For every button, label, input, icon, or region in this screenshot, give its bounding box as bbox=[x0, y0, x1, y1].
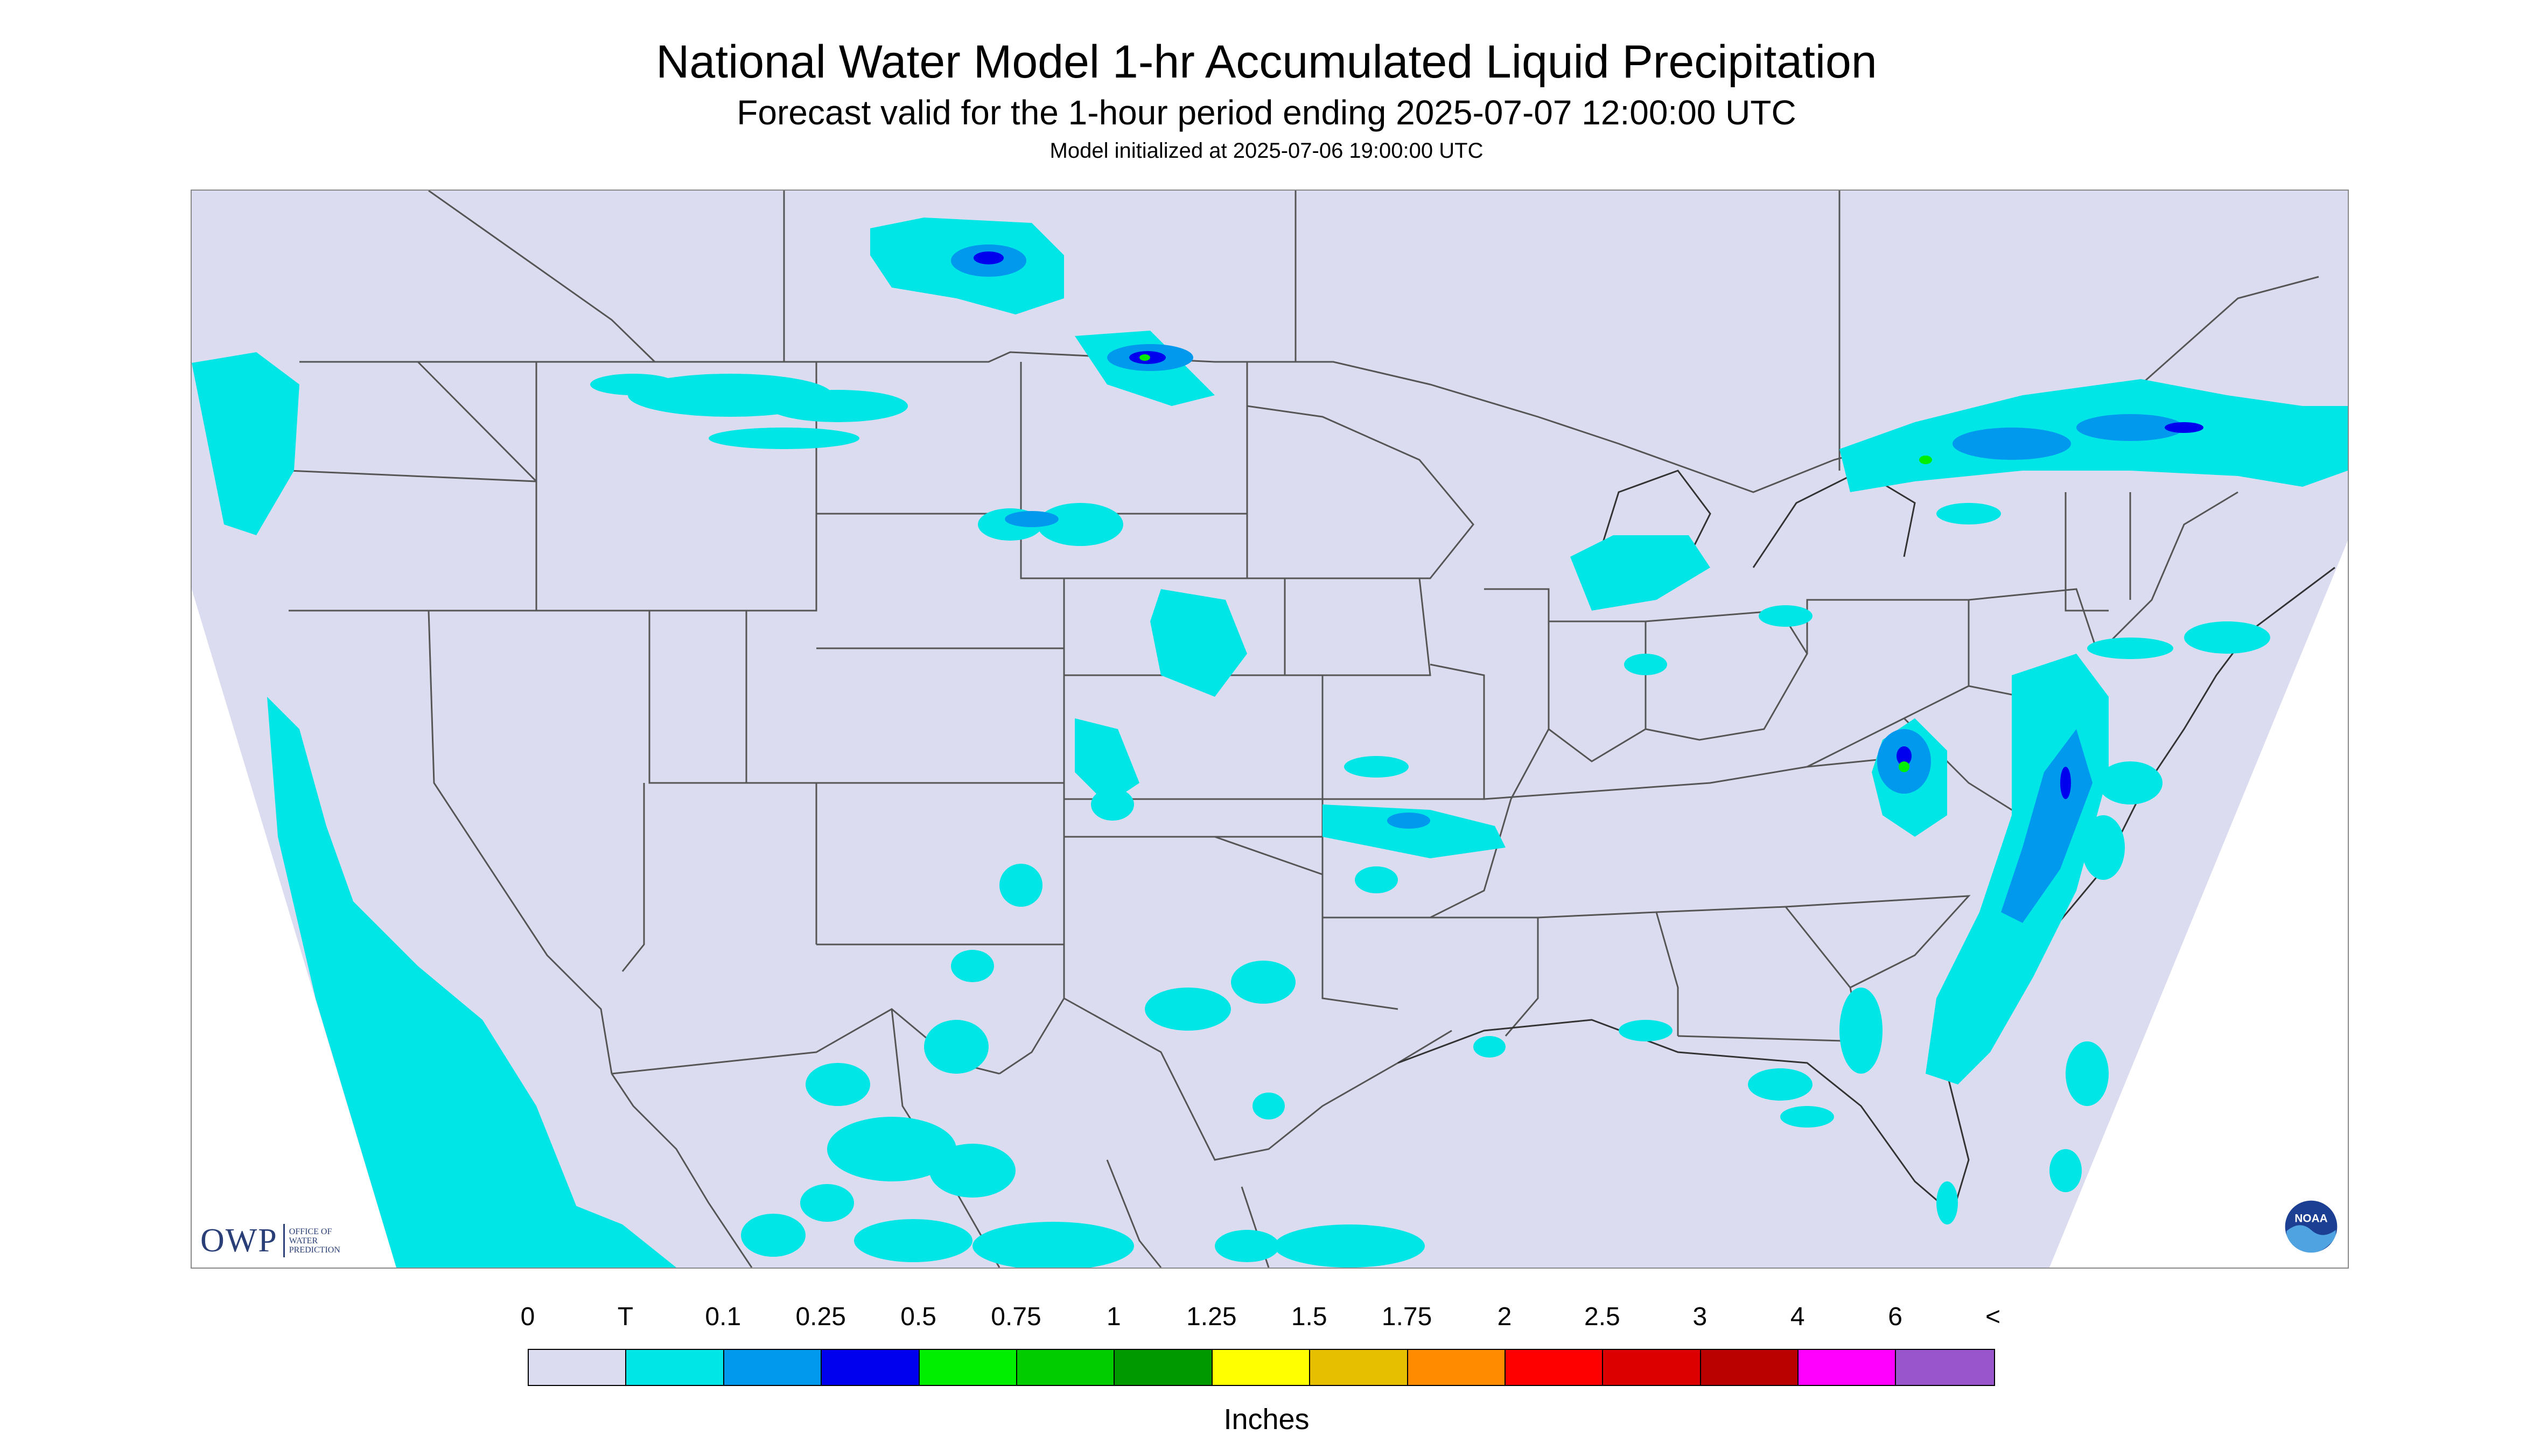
owp-logo: OWP OFFICE OF WATER PREDICTION bbox=[200, 1219, 340, 1262]
legend-tick-label: 3 bbox=[1692, 1303, 1708, 1331]
legend-tick-label: T bbox=[617, 1303, 634, 1331]
owp-subtext: OFFICE OF WATER PREDICTION bbox=[289, 1227, 340, 1255]
legend-units: Inches bbox=[1223, 1403, 1310, 1436]
legend-swatch bbox=[626, 1350, 724, 1385]
legend-swatch bbox=[1408, 1350, 1506, 1385]
legend-tick-label: 0 bbox=[520, 1303, 535, 1331]
precip-green bbox=[1139, 354, 1932, 772]
legend-tick-label: 6 bbox=[1888, 1303, 1902, 1331]
legend-swatch bbox=[1896, 1350, 1994, 1385]
owp-sub-line: WATER bbox=[289, 1236, 318, 1245]
legend-tick-label: 1 bbox=[1107, 1303, 1121, 1331]
legend-swatch bbox=[1115, 1350, 1213, 1385]
colorbar bbox=[528, 1349, 1995, 1386]
legend-swatch bbox=[1212, 1350, 1311, 1385]
noaa-logo-text: NOAA bbox=[2294, 1213, 2327, 1225]
map-subtitle: Forecast valid for the 1-hour period end… bbox=[737, 93, 1796, 132]
legend-swatch bbox=[724, 1350, 822, 1385]
legend-tick-label: 2.5 bbox=[1584, 1303, 1620, 1331]
legend-tick-label: 0.5 bbox=[900, 1303, 936, 1331]
model-init-text: Model initialized at 2025-07-06 19:00:00… bbox=[1049, 139, 1484, 163]
map-canvas bbox=[192, 191, 2348, 1268]
legend-tick-label: 1.25 bbox=[1186, 1303, 1237, 1331]
owp-letters: OWP bbox=[200, 1222, 278, 1259]
legend-swatch bbox=[1603, 1350, 1701, 1385]
legend-tick-label: 1.5 bbox=[1291, 1303, 1327, 1331]
legend-tick-label: 0.25 bbox=[795, 1303, 846, 1331]
owp-divider bbox=[283, 1224, 285, 1257]
legend-tick-label: 1.75 bbox=[1381, 1303, 1432, 1331]
legend-tick-label: 0.1 bbox=[705, 1303, 741, 1331]
legend-swatch bbox=[1505, 1350, 1604, 1385]
owp-sub-line: PREDICTION bbox=[289, 1245, 340, 1255]
legend-swatch bbox=[919, 1350, 1017, 1385]
legend-swatch bbox=[822, 1350, 920, 1385]
legend-tick-label: 0.75 bbox=[991, 1303, 1041, 1331]
legend-swatch bbox=[1310, 1350, 1408, 1385]
legend-tick-label: < bbox=[1985, 1303, 2001, 1331]
owp-sub-line: OFFICE OF bbox=[289, 1227, 332, 1236]
legend-tick-label: 2 bbox=[1497, 1303, 1512, 1331]
noaa-logo: NOAA bbox=[2283, 1199, 2339, 1255]
legend-swatch bbox=[1701, 1350, 1799, 1385]
legend-swatch bbox=[1799, 1350, 1897, 1385]
legend-swatch bbox=[529, 1350, 627, 1385]
legend-tick-label: 4 bbox=[1790, 1303, 1805, 1331]
legend-swatch bbox=[1017, 1350, 1115, 1385]
map-title: National Water Model 1-hr Accumulated Li… bbox=[656, 36, 1877, 88]
precipitation-map: OWP OFFICE OF WATER PREDICTION NOAA bbox=[191, 190, 2349, 1269]
model-domain bbox=[192, 191, 2348, 1268]
